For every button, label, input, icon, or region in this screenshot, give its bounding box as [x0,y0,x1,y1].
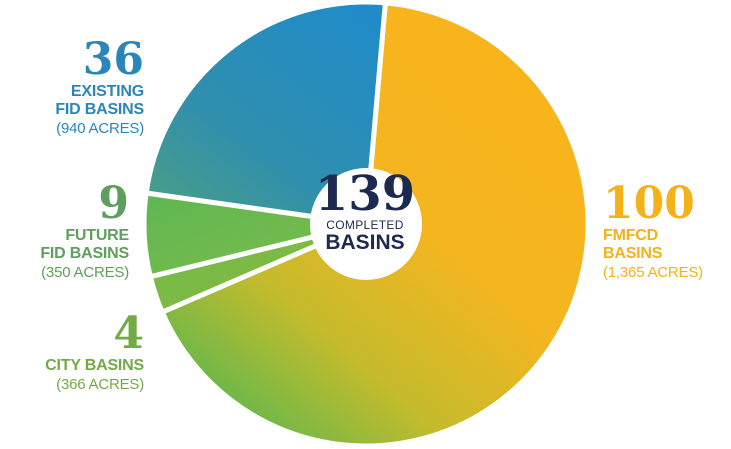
fmfcd-acres: (1,365 ACRES) [603,264,703,281]
fmfcd-line1: FMFCD [603,227,658,244]
total-caption-line1: COMPLETED [326,218,404,232]
total-count: 139 [314,166,416,222]
label-future-fid: 9 FUTURE FID BASINS (350 ACRES) [40,178,129,281]
future-line1: FUTURE [65,227,129,244]
donut-hole [310,168,422,280]
fmfcd-count: 100 [603,178,695,229]
existing-count: 36 [82,34,144,85]
city-count: 4 [113,308,144,359]
label-existing-fid: 36 EXISTING FID BASINS (940 ACRES) [55,34,144,137]
slice-existing-fid [143,0,388,227]
existing-line1: EXISTING [70,83,144,100]
existing-line2: FID BASINS [55,101,144,118]
center-summary: 139 COMPLETED BASINS [305,170,425,254]
total-caption-line2: BASINS [325,231,405,254]
label-city: 4 CITY BASINS (366 ACRES) [45,308,144,393]
existing-acres: (940 ACRES) [56,120,144,137]
label-fmfcd: 100 FMFCD BASINS (1,365 ACRES) [603,178,703,281]
future-acres: (350 ACRES) [41,264,129,281]
city-acres: (366 ACRES) [56,376,144,393]
city-line1: CITY BASINS [45,357,144,374]
future-line2: FID BASINS [40,245,129,262]
future-count: 9 [98,178,129,229]
fmfcd-line2: BASINS [603,245,663,262]
